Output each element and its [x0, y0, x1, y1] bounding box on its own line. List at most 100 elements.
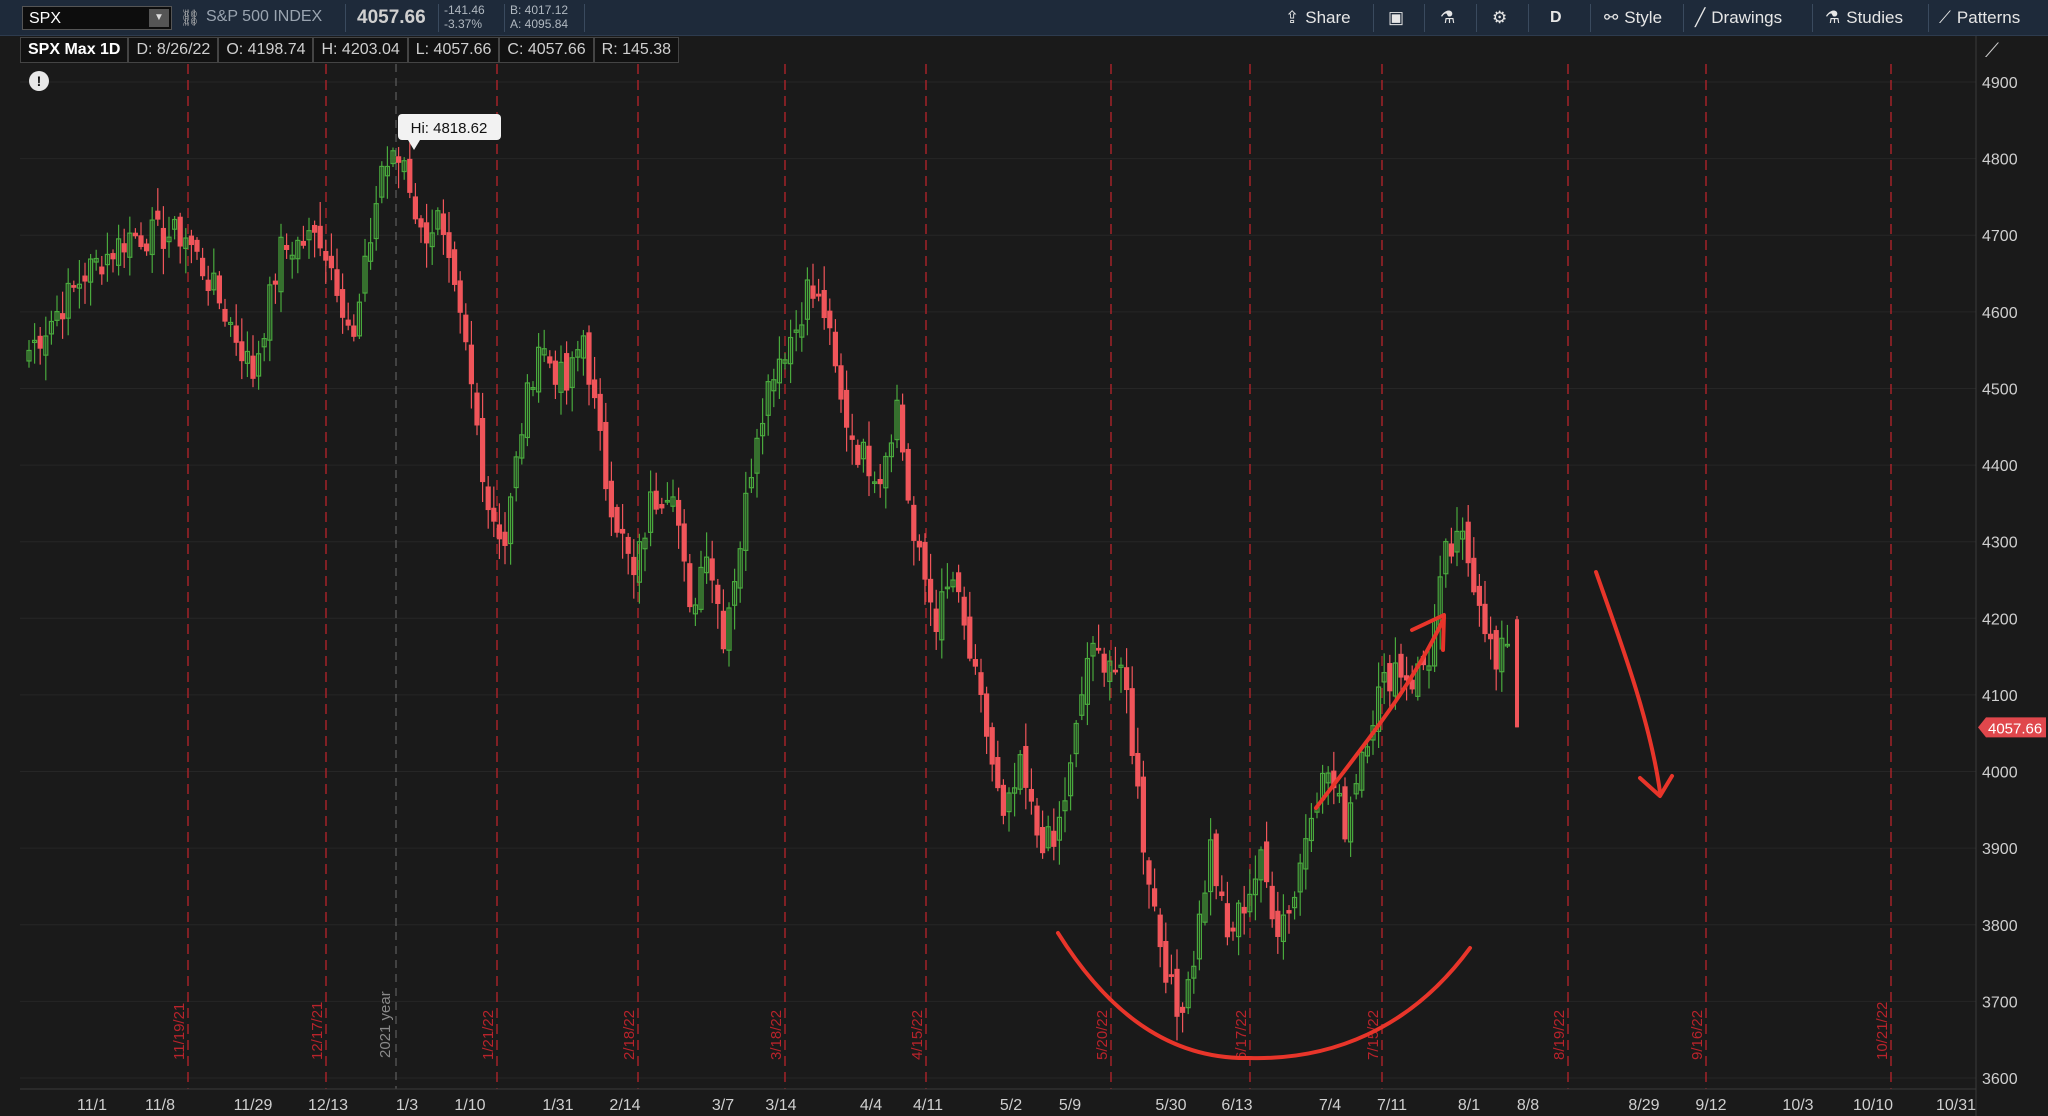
candle-body: [513, 456, 519, 489]
studies-button[interactable]: ⚗ Studies: [1825, 5, 1903, 31]
candle-body: [272, 280, 278, 285]
candle-body: [591, 379, 598, 399]
alert-icon[interactable]: !: [29, 71, 49, 91]
divider: [1928, 4, 1929, 32]
candle-body: [720, 610, 727, 650]
date-tick-label: 10/3: [1782, 1097, 1813, 1114]
date-tick-label: 1/31: [542, 1097, 573, 1114]
share-button[interactable]: ⇪ Share: [1285, 5, 1351, 31]
candle-body: [519, 434, 525, 459]
candle-body: [295, 239, 301, 260]
aggregation-button[interactable]: D: [1550, 9, 1562, 26]
chevron-down-icon[interactable]: ▼: [149, 9, 169, 27]
candle-body: [1023, 745, 1029, 788]
drawings-button[interactable]: ╱ Drawings: [1695, 5, 1782, 31]
date-tick-label: 8/29: [1628, 1097, 1659, 1114]
date-tick-label: 1/10: [454, 1097, 485, 1114]
divider: [345, 4, 346, 32]
candle-body: [843, 389, 850, 428]
candle-body: [373, 203, 379, 240]
ohlc-info-bar: SPX Max 1D D: 8/26/22 O: 4198.74 H: 4203…: [20, 37, 680, 63]
bid-ask-box: B: 4017.12 A: 4095.84: [510, 3, 568, 31]
candle-body: [782, 359, 788, 364]
candle-body: [1174, 968, 1180, 1017]
info-low: L: 4057.66: [407, 37, 500, 63]
candle-body: [866, 445, 872, 477]
candle-body: [76, 283, 83, 289]
candle-body: [138, 235, 144, 247]
candle-body: [390, 150, 396, 165]
candle-body: [37, 335, 43, 349]
date-tick-label: 11/8: [145, 1097, 175, 1114]
candle-body: [642, 537, 648, 550]
high-callout: Hi: 4818.62: [398, 114, 501, 150]
candle-body: [205, 279, 211, 291]
date-tick-label: 9/12: [1695, 1097, 1726, 1114]
net-change: -141.46: [444, 3, 485, 17]
chart-settings-icon[interactable]: ⟋: [1985, 40, 1999, 62]
candle-body: [1157, 914, 1163, 948]
candle-body: [675, 499, 682, 526]
price-tick-label: 4600: [1982, 305, 2018, 322]
candle-body: [1353, 783, 1359, 795]
candle-body: [1347, 802, 1354, 843]
price-tick-label: 4900: [1982, 75, 2018, 92]
candle-body: [754, 437, 760, 474]
candle-body: [821, 290, 827, 319]
symbol-text: SPX: [29, 10, 62, 27]
candle-body: [284, 245, 290, 250]
candle-body: [222, 308, 228, 322]
link-icon[interactable]: ⛓: [180, 10, 201, 27]
candle-body: [653, 490, 659, 510]
toolbar: SPX ▼ ⛓ S&P 500 INDEX 4057.66 -141.46 -3…: [0, 0, 2048, 36]
flask-button[interactable]: ⚗: [1440, 5, 1455, 31]
candle-body: [155, 210, 161, 220]
gear-icon: ⚙: [1492, 8, 1508, 27]
studies-label: Studies: [1846, 8, 1903, 27]
candle-body: [1359, 751, 1365, 791]
candle-body: [703, 556, 710, 574]
candle-body: [82, 275, 88, 282]
candle-body: [603, 421, 609, 490]
candle-body: [983, 693, 990, 737]
candle-body: [424, 222, 430, 244]
candle-body: [1207, 839, 1214, 893]
candle-body: [480, 417, 486, 483]
candle-body: [1051, 830, 1057, 847]
candle-body: [1017, 754, 1023, 790]
date-tick-label: 8/1: [1458, 1097, 1480, 1114]
settings-button[interactable]: ⚙: [1492, 5, 1507, 31]
candle-body: [877, 478, 883, 485]
candle-body: [1168, 974, 1175, 977]
candle-body: [995, 757, 1001, 789]
style-label: Style: [1624, 8, 1663, 27]
divider: [1590, 4, 1591, 32]
candle-body: [1219, 891, 1225, 896]
candle-body: [748, 477, 755, 489]
candle-body: [1291, 896, 1298, 909]
candle-body: [670, 496, 676, 507]
candle-body: [838, 365, 844, 400]
date-tick-label: 7/11: [1377, 1097, 1407, 1114]
candle-body: [278, 236, 284, 293]
info-close: C: 4057.66: [499, 37, 594, 63]
candle-body: [435, 210, 441, 230]
snapshot-button[interactable]: ▣: [1388, 5, 1404, 31]
symbol-input[interactable]: SPX ▼: [22, 6, 172, 30]
candle-body: [1426, 665, 1432, 671]
candle-body: [586, 332, 592, 385]
candle-body: [289, 254, 295, 260]
candle-body: [312, 224, 318, 233]
candle-body: [1062, 800, 1068, 812]
candle-body: [939, 591, 945, 641]
candle-body: [194, 239, 200, 252]
info-high: H: 4203.04: [313, 37, 408, 63]
candle-body: [1499, 637, 1505, 673]
style-button[interactable]: ⚯ Style: [1604, 5, 1662, 31]
candles: [26, 142, 1519, 1041]
candle-body: [104, 253, 111, 266]
candle-body: [233, 325, 239, 343]
patterns-button[interactable]: ⟋ Patterns: [1939, 5, 2020, 31]
divider: [1424, 4, 1425, 32]
